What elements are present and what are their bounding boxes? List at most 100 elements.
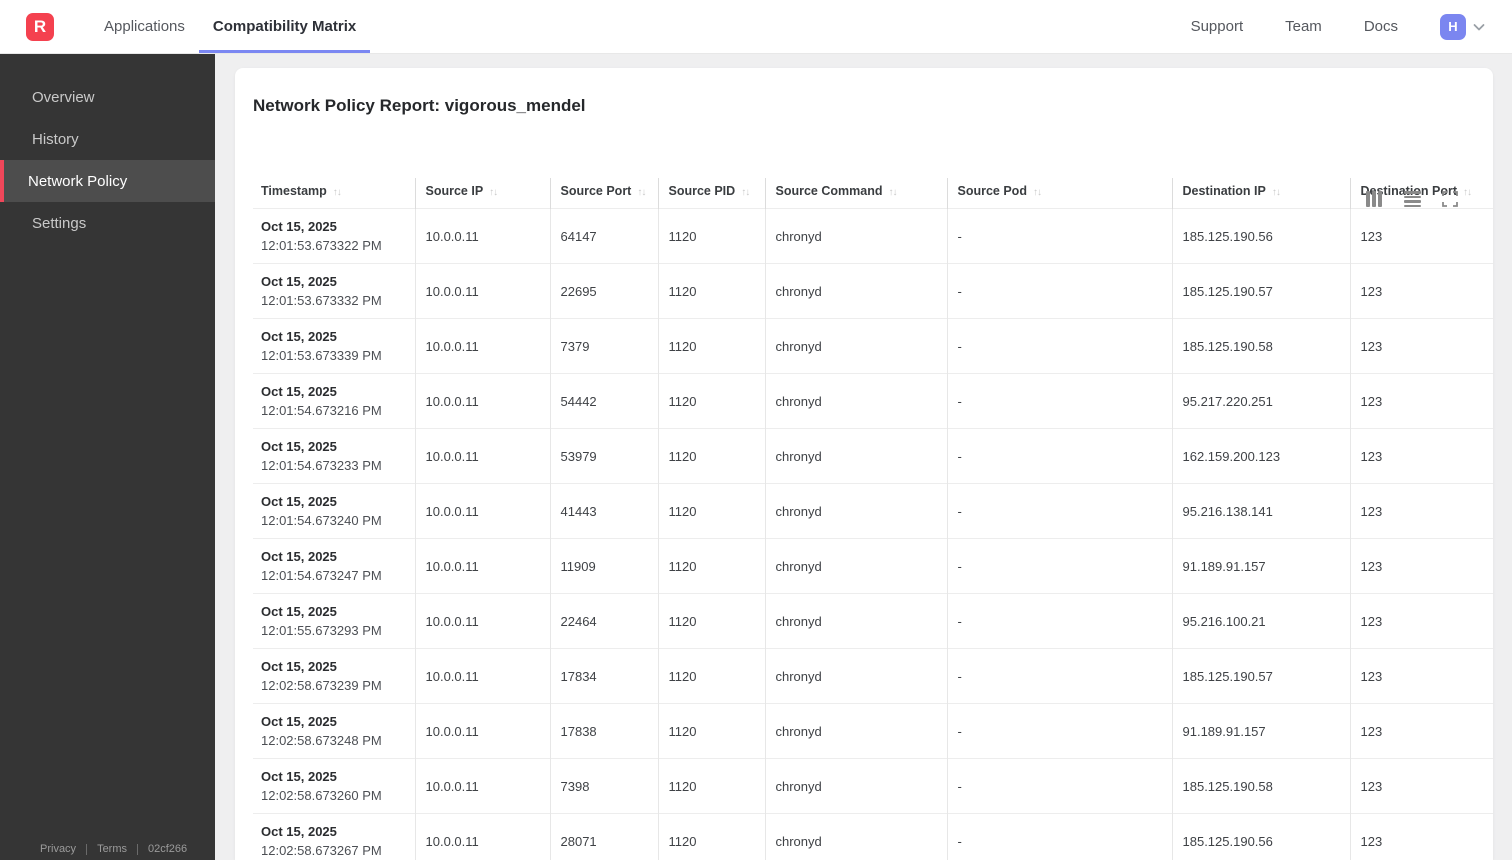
source-command-cell: chronyd (764, 263, 947, 319)
column-header-label: Source IP (425, 184, 484, 198)
sort-icon: ↑↓ (888, 187, 897, 198)
dest-port-cell: 123 (1349, 758, 1493, 814)
chevron-down-icon (1472, 20, 1486, 34)
source-pid-cell: 1120 (657, 593, 765, 649)
sidebar-item-overview[interactable]: Overview (0, 76, 215, 118)
source-port-cell: 17834 (549, 648, 658, 704)
table-row: Oct 15, 2025 12:01:53.673332 PM 10.0.0.11 2… (253, 263, 1493, 319)
dest-ip-cell: 95.216.100.21 (1171, 593, 1350, 649)
timestamp-time: 12:01:54.673233 PM (261, 457, 382, 473)
timestamp-time: 12:01:53.673322 PM (261, 237, 382, 253)
dest-port-cell: 123 (1349, 318, 1493, 374)
source-command-cell: chronyd (764, 758, 947, 814)
sidebar: Overview History Network Policy Settings… (0, 54, 215, 860)
dest-port-cell: 123 (1349, 263, 1493, 319)
source-port-cell: 28071 (549, 813, 658, 860)
tab-compatibility-matrix-label: Compatibility Matrix (212, 18, 357, 35)
avatar: H (1440, 13, 1466, 40)
source-pod-cell: - (946, 263, 1172, 319)
sort-icon: ↑↓ (1463, 187, 1472, 198)
sort-icon: ↑↓ (1032, 187, 1042, 198)
sidebar-item-settings[interactable]: Settings (0, 202, 215, 244)
network-policy-table: Timestamp ↑↓ Source IP ↑↓ Source Port ↑↓ So… (253, 178, 1493, 860)
sidebar-item-network-policy[interactable]: Network Policy (0, 160, 215, 202)
primary-tabs: Applications Compatibility Matrix (90, 0, 371, 53)
timestamp-cell: Oct 15, 2025 12:01:54.673233 PM (253, 428, 415, 484)
fullscreen-icon[interactable] (1441, 190, 1459, 208)
source-port-cell: 7398 (549, 758, 658, 814)
user-menu[interactable]: H (1440, 13, 1486, 40)
source-command-cell: chronyd (764, 428, 947, 484)
timestamp-time: 12:02:58.673239 PM (261, 677, 382, 693)
column-header-source-pid[interactable]: Source PID ↑↓ (657, 178, 765, 209)
dest-port-cell: 123 (1349, 813, 1493, 860)
timestamp-date: Oct 15, 2025 (261, 273, 337, 289)
source-pid-cell: 1120 (657, 373, 765, 429)
source-command-cell: chronyd (764, 373, 947, 429)
dest-ip-cell: 185.125.190.57 (1171, 263, 1350, 319)
timestamp-time: 12:02:58.673248 PM (261, 732, 382, 748)
tab-compatibility-matrix[interactable]: Compatibility Matrix (198, 0, 371, 53)
table-row: Oct 15, 2025 12:01:53.673339 PM 10.0.0.11 7… (253, 318, 1493, 374)
tab-applications[interactable]: Applications (90, 0, 199, 53)
privacy-link[interactable]: Privacy (40, 843, 77, 855)
sort-icon: ↑↓ (741, 187, 750, 198)
column-header-source-command[interactable]: Source Command ↑↓ (764, 178, 947, 209)
source-pod-cell: - (946, 428, 1172, 484)
app-logo[interactable]: R (26, 12, 54, 41)
column-header-label: Source Pod (957, 184, 1027, 198)
sort-icon: ↑↓ (489, 187, 498, 198)
table-row: Oct 15, 2025 12:01:54.673240 PM 10.0.0.11 4… (253, 483, 1493, 539)
column-header-source-pod[interactable]: Source Pod ↑↓ (946, 178, 1172, 209)
source-pod-cell: - (946, 703, 1172, 759)
rows-layout-icon[interactable] (1403, 190, 1421, 208)
dest-ip-cell: 185.125.190.56 (1171, 813, 1350, 860)
nav-link-docs[interactable]: Docs (1363, 18, 1398, 35)
source-ip-cell: 10.0.0.11 (414, 538, 550, 594)
source-command-cell: chronyd (764, 208, 947, 264)
source-command-cell: chronyd (764, 538, 947, 594)
nav-link-team[interactable]: Team (1285, 18, 1322, 35)
timestamp-cell: Oct 15, 2025 12:01:53.673322 PM (253, 208, 415, 264)
sort-icon: ↑↓ (637, 187, 646, 198)
column-header-source-port[interactable]: Source Port ↑↓ (549, 178, 658, 209)
source-ip-cell: 10.0.0.11 (414, 703, 550, 759)
dest-ip-cell: 185.125.190.56 (1171, 208, 1350, 264)
source-pod-cell: - (946, 648, 1172, 704)
source-ip-cell: 10.0.0.11 (414, 593, 550, 649)
timestamp-cell: Oct 15, 2025 12:02:58.673267 PM (253, 813, 415, 860)
terms-link[interactable]: Terms (97, 843, 128, 855)
source-pod-cell: - (946, 318, 1172, 374)
source-command-cell: chronyd (764, 483, 947, 539)
source-port-cell: 53979 (549, 428, 658, 484)
source-ip-cell: 10.0.0.11 (414, 373, 550, 429)
column-header-source-ip[interactable]: Source IP ↑↓ (414, 178, 550, 209)
source-command-cell: chronyd (764, 703, 947, 759)
column-header-destination-ip[interactable]: Destination IP ↑↓ (1171, 178, 1350, 209)
source-pid-cell: 1120 (657, 208, 765, 264)
timestamp-time: 12:01:53.673339 PM (261, 347, 382, 363)
timestamp-cell: Oct 15, 2025 12:01:55.673293 PM (253, 593, 415, 649)
dest-ip-cell: 91.189.91.157 (1171, 703, 1350, 759)
sidebar-item-history[interactable]: History (0, 118, 215, 160)
table-row: Oct 15, 2025 12:01:54.673216 PM 10.0.0.11 5… (253, 373, 1493, 429)
sidebar-footer: Privacy Terms 02cf266 (0, 843, 215, 855)
source-port-cell: 54442 (549, 373, 658, 429)
main-content: Network Policy Report: vigorous_mendel (215, 54, 1512, 860)
timestamp-time: 12:02:58.673267 PM (261, 842, 382, 858)
timestamp-time: 12:01:53.673332 PM (261, 292, 382, 308)
app-logo-letter: R (33, 16, 47, 36)
page-title: Network Policy Report: vigorous_mendel (253, 96, 586, 115)
source-command-cell: chronyd (764, 813, 947, 860)
timestamp-time: 12:01:54.673240 PM (261, 512, 382, 528)
column-header-timestamp[interactable]: Timestamp ↑↓ (253, 178, 415, 209)
source-port-cell: 41443 (549, 483, 658, 539)
nav-link-support[interactable]: Support (1190, 18, 1244, 35)
timestamp-cell: Oct 15, 2025 12:02:58.673248 PM (253, 703, 415, 759)
dest-ip-cell: 185.125.190.58 (1171, 758, 1350, 814)
timestamp-date: Oct 15, 2025 (261, 438, 337, 454)
timestamp-date: Oct 15, 2025 (261, 823, 337, 839)
columns-layout-icon[interactable] (1365, 190, 1383, 208)
table-row: Oct 15, 2025 12:01:54.673247 PM 10.0.0.11 1… (253, 538, 1493, 594)
source-pod-cell: - (946, 483, 1172, 539)
